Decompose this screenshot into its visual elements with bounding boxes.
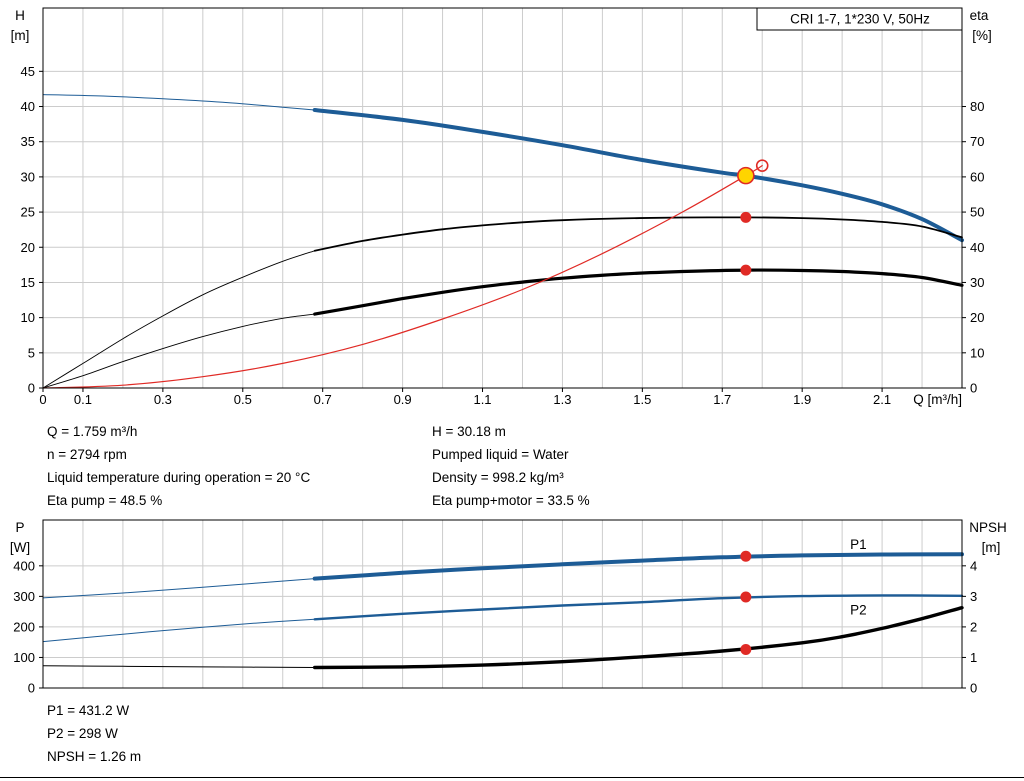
- info-line-density: Density = 998.2 kg/m³: [432, 470, 564, 485]
- right-axis-title: eta: [970, 8, 989, 23]
- tick-label-x: 1.5: [633, 392, 651, 407]
- tick-label-x: 1.3: [553, 392, 571, 407]
- right-axis-unit: [%]: [972, 28, 992, 43]
- tick-label-left: 400: [13, 558, 35, 573]
- qh-eta-chart: 0 5 10 15 20 25 30 35 40 45 0 10 20 30 40 50 60 70 80 0 0.1 0…: [11, 7, 992, 407]
- tick-label-left: 0: [28, 681, 35, 696]
- annotation-p1: P1: [850, 537, 867, 552]
- info-line-p1: P1 = 431.2 W: [47, 703, 130, 718]
- info-line-h: H = 30.18 m: [432, 424, 506, 439]
- tick-label-left: 35: [21, 134, 35, 149]
- tick-label-right: 20: [970, 310, 984, 325]
- divider: [0, 777, 1024, 778]
- npsh-point: [740, 644, 752, 656]
- tick-label-x: 0.5: [234, 392, 252, 407]
- tick-label-right: 2: [970, 619, 977, 634]
- operating-data-block: Q = 1.759 m³/h n = 2794 rpm Liquid tempe…: [47, 420, 590, 512]
- tick-label-right: 80: [970, 99, 984, 114]
- eta-pump-lead: [42, 250, 316, 389]
- tick-label-x: 0.7: [314, 392, 332, 407]
- info-line-npsh: NPSH = 1.26 m: [47, 749, 142, 764]
- left-axis-title: P: [15, 520, 24, 535]
- info-line-p2: P2 = 298 W: [47, 726, 118, 741]
- npsh-curve: [313, 606, 964, 670]
- eta-pump-point: [740, 211, 752, 223]
- title-box: [756, 7, 963, 31]
- tick-label-left: 200: [13, 619, 35, 634]
- eta-pump-motor-curve: [313, 268, 964, 316]
- tick-label-x: 1.1: [473, 392, 491, 407]
- p2-curve: [313, 594, 964, 621]
- tick-label-right: 3: [970, 589, 977, 604]
- tick-label-left: 300: [13, 589, 35, 604]
- duty-point: [737, 166, 755, 185]
- tick-label-left: 45: [21, 64, 35, 79]
- tick-label-x: 0.9: [394, 392, 412, 407]
- tick-label-right: 60: [970, 169, 984, 184]
- left-axis-unit: [W]: [10, 540, 30, 555]
- tick-label-left: 0: [28, 381, 35, 396]
- tick-label-right: 0: [970, 681, 977, 696]
- operating-data-right: H = 30.18 m Pumped liquid = Water Densit…: [432, 420, 590, 512]
- tick-label-right: 0: [970, 381, 977, 396]
- p2-point: [740, 591, 752, 603]
- tick-label-right: 40: [970, 240, 984, 255]
- eta-pump-motor-point: [740, 264, 752, 276]
- tick-label-left: 15: [21, 275, 35, 290]
- tick-label-left: 25: [21, 205, 35, 220]
- info-line-n: n = 2794 rpm: [47, 447, 127, 462]
- p1-point: [740, 550, 752, 562]
- head-curve-lead: [42, 94, 316, 111]
- tick-label-right: 30: [970, 275, 984, 290]
- tick-label-right: 10: [970, 345, 984, 360]
- x-axis-title: Q [m³/h]: [913, 392, 962, 407]
- tick-label-left: 40: [21, 99, 35, 114]
- tick-label-right: 4: [970, 558, 977, 573]
- tick-label-x: 0.3: [154, 392, 172, 407]
- chart-title: CRI 1-7, 1*230 V, 50Hz: [790, 12, 930, 27]
- system-curve: [42, 165, 763, 389]
- plot-border: [42, 7, 963, 389]
- right-axis-title: NPSH: [969, 520, 1007, 535]
- tick-label-right: 70: [970, 134, 984, 149]
- left-axis-unit: [m]: [11, 28, 30, 43]
- head-curve: [312, 108, 964, 243]
- operating-data-left: Q = 1.759 m³/h n = 2794 rpm Liquid tempe…: [47, 420, 432, 512]
- eta-pump-curve: [313, 216, 963, 252]
- info-line-eta-pump-motor: Eta pump+motor = 33.5 %: [432, 493, 590, 508]
- tick-label-left: 100: [13, 650, 35, 665]
- p1-curve-lead: [42, 578, 316, 599]
- tick-label-right: 50: [970, 205, 984, 220]
- rated-point: [755, 159, 769, 172]
- power-data-block: P1 = 431.2 W P2 = 298 W NPSH = 1.26 m: [47, 699, 141, 768]
- info-line-liquid-temp: Liquid temperature during operation = 20…: [47, 470, 311, 485]
- eta-pump-motor-lead: [42, 313, 316, 389]
- power-npsh-chart: 0 100 200 300 400 0 1 2 3 4 P [W] NPSH [m] P1 P2: [10, 519, 1007, 696]
- right-axis-unit: [m]: [982, 540, 1001, 555]
- tick-label-left: 20: [21, 240, 35, 255]
- plot-border: [42, 519, 963, 689]
- tick-label-x: 1.7: [713, 392, 731, 407]
- tick-label-right: 1: [970, 650, 977, 665]
- tick-label-x: 1.9: [793, 392, 811, 407]
- tick-label-x: 2.1: [873, 392, 891, 407]
- tick-label-left: 5: [28, 345, 35, 360]
- info-line-pumped-liquid: Pumped liquid = Water: [432, 447, 569, 462]
- tick-label-left: 10: [21, 310, 35, 325]
- tick-label-x: 0.1: [74, 392, 92, 407]
- npsh-curve-lead: [42, 665, 316, 668]
- tick-label-x: 0: [39, 392, 46, 407]
- annotation-p2: P2: [850, 603, 867, 618]
- left-axis-title: H: [15, 8, 25, 23]
- tick-label-left: 30: [21, 169, 35, 184]
- p1-curve: [312, 552, 964, 581]
- info-line-eta-pump: Eta pump = 48.5 %: [47, 493, 163, 508]
- p2-curve-lead: [42, 618, 316, 643]
- info-line-q: Q = 1.759 m³/h: [47, 424, 138, 439]
